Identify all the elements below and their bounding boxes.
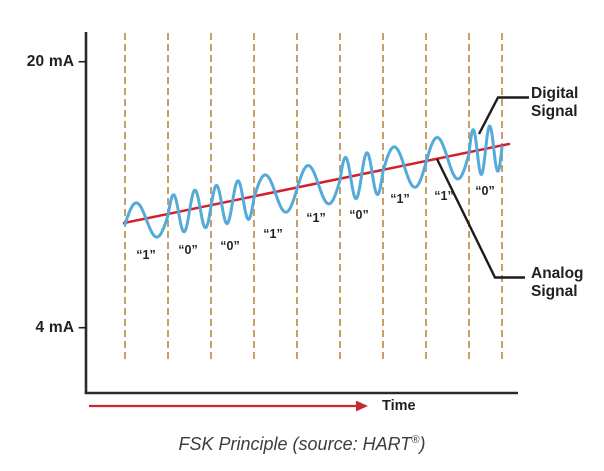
digital-signal-wave xyxy=(123,124,504,239)
bit-label: “1” xyxy=(306,211,326,225)
bit-label: “1” xyxy=(263,227,283,241)
digital-signal-label: Digital Signal xyxy=(531,85,578,120)
bit-label: “0” xyxy=(349,208,369,222)
digital-signal-label-line1: Digital xyxy=(531,85,579,102)
x-axis-time-label: Time xyxy=(382,398,416,414)
analog-signal-label: Analog Signal xyxy=(531,265,584,300)
bit-label: “0” xyxy=(178,243,198,257)
analog-signal-label-line2: Signal xyxy=(531,282,578,300)
digital-signal-leader-line xyxy=(477,96,529,135)
bit-label: “1” xyxy=(136,248,156,262)
analog-signal-leader-line xyxy=(435,158,525,279)
figure-caption: FSK Principle (source: HART®) xyxy=(0,434,604,455)
bit-label: “0” xyxy=(220,239,240,253)
time-arrow-head-icon xyxy=(356,400,368,412)
caption-text: FSK Principle (source: HART xyxy=(178,434,412,454)
caption-close: ) xyxy=(419,434,426,454)
registered-trademark-symbol: ® xyxy=(411,434,420,446)
y-axis-tick-4ma: 4 mA – xyxy=(35,319,87,336)
y-axis-tick-20ma: 20 mA – xyxy=(26,53,87,70)
analog-signal-line xyxy=(122,142,511,225)
analog-signal-label-line1: Analog xyxy=(531,265,584,282)
bit-label: “1” xyxy=(434,189,454,203)
bit-label: “0” xyxy=(475,184,495,198)
bit-label: “1” xyxy=(390,192,410,206)
digital-signal-label-line2: Signal xyxy=(531,102,578,120)
